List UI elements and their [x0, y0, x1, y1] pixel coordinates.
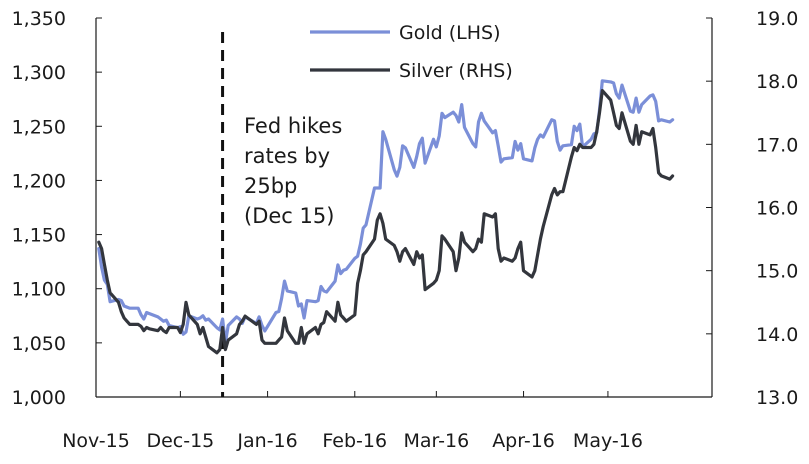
- silver-legend-label: Silver (RHS): [399, 60, 513, 82]
- right-tick-label: 16.0: [756, 198, 798, 220]
- right-tick-label: 13.0: [756, 387, 798, 409]
- left-tick-label: 1,200: [12, 170, 66, 192]
- annotation-text-line: rates by: [244, 144, 330, 168]
- x-tick-label: Dec-15: [146, 430, 214, 452]
- right-tick-label: 15.0: [756, 261, 798, 283]
- left-tick-label: 1,050: [12, 333, 66, 355]
- x-tick-label: Feb-16: [322, 430, 387, 452]
- annotation-text-line: Fed hikes: [244, 114, 342, 138]
- silver-series-line: [97, 89, 675, 355]
- chart-legend: Gold (LHS) Silver (RHS): [310, 22, 513, 82]
- right-tick-label: 18.0: [756, 71, 798, 93]
- chart-series: [97, 79, 675, 355]
- x-tick-label: May-16: [573, 430, 643, 452]
- left-tick-label: 1,250: [12, 116, 66, 138]
- right-tick-label: 14.0: [756, 324, 798, 346]
- left-tick-label: 1,150: [12, 225, 66, 247]
- annotation-text-line: 25bp: [244, 174, 297, 198]
- fed-hike-annotation: Fed hikes rates by 25bp (Dec 15): [221, 32, 342, 397]
- x-tick-label: Nov-15: [62, 430, 130, 452]
- x-tick-label: Mar-16: [404, 430, 470, 452]
- left-tick-label: 1,100: [12, 279, 66, 301]
- x-tick-label: Jan-16: [236, 430, 297, 452]
- annotation-text-line: (Dec 15): [244, 204, 334, 228]
- left-tick-label: 1,300: [12, 62, 66, 84]
- right-tick-label: 19.0: [756, 8, 798, 30]
- left-tick-label: 1,350: [12, 8, 66, 30]
- x-tick-label: Apr-16: [492, 430, 555, 452]
- chart-axes: 1,000 1,050 1,100 1,150 1,200 1,250 1,300 1,350…: [12, 8, 799, 452]
- gold-legend-label: Gold (LHS): [399, 22, 501, 44]
- left-tick-label: 1,000: [12, 387, 66, 409]
- right-tick-label: 17.0: [756, 134, 798, 156]
